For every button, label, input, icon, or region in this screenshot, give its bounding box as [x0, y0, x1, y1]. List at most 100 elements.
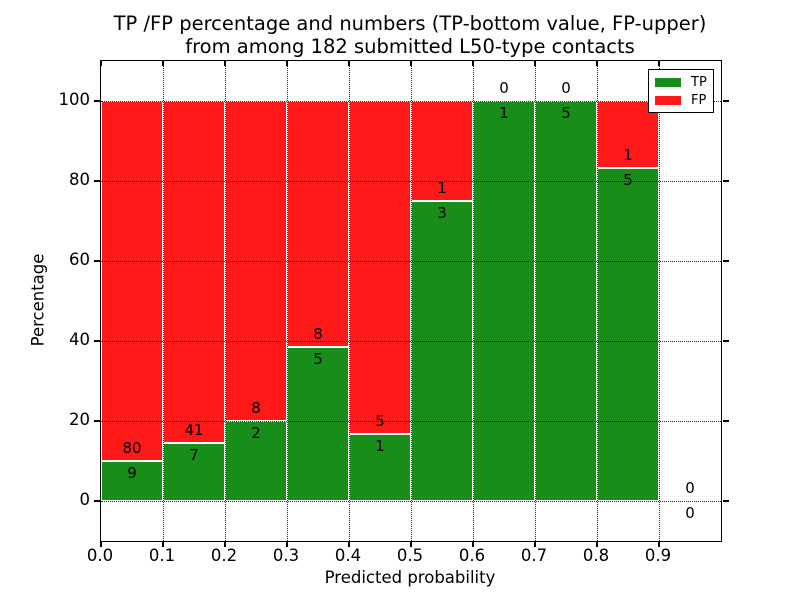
- x-gridline: [658, 61, 660, 541]
- y-tick-label: 100: [58, 90, 91, 109]
- bar-tp-count-label: 0: [685, 504, 695, 522]
- x-tick-bottom: [658, 541, 660, 547]
- x-tick-bottom: [100, 541, 102, 547]
- y-tick-right: [722, 100, 729, 102]
- y-tick-left: [93, 340, 100, 342]
- x-tick-bottom: [348, 541, 350, 547]
- x-tick-bottom: [534, 541, 536, 547]
- y-tick-left: [93, 420, 100, 422]
- x-gridline: [534, 61, 536, 541]
- x-gridline: [596, 61, 598, 541]
- legend: TP FP: [648, 69, 714, 113]
- bar-fp-segment: [411, 101, 473, 201]
- x-gridline: [410, 61, 412, 541]
- x-tick-top: [286, 61, 288, 66]
- x-gridline: [162, 61, 164, 541]
- bar-tp-segment: [473, 101, 535, 501]
- x-gridline: [472, 61, 474, 541]
- bar-tp-count-label: 5: [561, 104, 571, 122]
- x-tick-top: [596, 61, 598, 66]
- x-tick-label: 0.2: [210, 546, 238, 565]
- x-tick-label: 0.4: [334, 546, 362, 565]
- y-tick-left: [93, 500, 100, 502]
- x-axis-label: Predicted probability: [324, 568, 496, 587]
- bar-fp-segment: [163, 101, 225, 443]
- x-gridline: [348, 61, 350, 541]
- y-tick-label: 0: [79, 490, 91, 509]
- bar-fp-count-label: 8: [313, 325, 323, 344]
- x-tick-top: [472, 61, 474, 66]
- x-tick-top: [534, 61, 536, 66]
- bar-tp-segment: [287, 347, 349, 501]
- x-tick-label: 0.6: [458, 546, 486, 565]
- x-gridline: [224, 61, 226, 541]
- bar-tp-segment: [101, 460, 163, 501]
- bar-fp-count-label: 41: [184, 420, 204, 439]
- x-tick-label: 0.5: [396, 546, 424, 565]
- x-tick-top: [100, 61, 102, 66]
- x-tick-top: [410, 61, 412, 66]
- x-tick-top: [658, 61, 660, 66]
- bar-fp-count-label: 0: [685, 479, 695, 497]
- legend-label-tp: TP: [691, 75, 707, 90]
- y-tick-right: [722, 340, 729, 342]
- y-tick-left: [93, 180, 100, 182]
- bar-tp-segment: [411, 201, 473, 501]
- chart-title: TP /FP percentage and numbers (TP-bottom…: [20, 12, 800, 58]
- y-tick-right: [722, 500, 729, 502]
- bar-fp-segment: [287, 101, 349, 348]
- bar-tp-count-label: 7: [189, 445, 199, 464]
- x-tick-label: 0.0: [86, 546, 114, 565]
- bar-fp-segment: [349, 101, 411, 435]
- bar-fp-count-label: 80: [122, 438, 142, 457]
- bar-tp-segment: [349, 434, 411, 501]
- bar-tp-count-label: 3: [437, 204, 447, 222]
- x-tick-label: 0.1: [148, 546, 176, 565]
- x-tick-label: 0.9: [644, 546, 672, 565]
- y-tick-right: [722, 420, 729, 422]
- y-tick-right: [722, 260, 729, 262]
- y-tick-label: 80: [69, 170, 90, 189]
- x-tick-label: 0.3: [272, 546, 300, 565]
- bar-tp-count-label: 1: [499, 104, 509, 122]
- x-tick-bottom: [162, 541, 164, 547]
- x-tick-label: 0.7: [520, 546, 548, 565]
- y-tick-label: 40: [69, 330, 90, 349]
- bar-fp-segment: [101, 101, 163, 461]
- bar-fp-count-label: 0: [499, 79, 509, 97]
- bar-tp-count-label: 2: [251, 424, 261, 442]
- x-tick-bottom: [286, 541, 288, 547]
- bar-fp-count-label: 0: [561, 79, 571, 97]
- x-tick-label: 0.8: [582, 546, 610, 565]
- bar-tp-count-label: 1: [375, 437, 385, 456]
- y-tick-left: [93, 260, 100, 262]
- x-tick-bottom: [224, 541, 226, 547]
- y-tick-label: 60: [69, 250, 90, 269]
- bar-fp-count-label: 5: [375, 412, 385, 431]
- legend-label-fp: FP: [691, 93, 707, 108]
- bar-tp-count-label: 9: [127, 463, 137, 482]
- x-tick-bottom: [472, 541, 474, 547]
- legend-entry-fp: FP: [655, 93, 707, 108]
- x-tick-top: [224, 61, 226, 66]
- chart-title-line1: TP /FP percentage and numbers (TP-bottom…: [113, 12, 707, 35]
- x-tick-bottom: [410, 541, 412, 547]
- bar-tp-segment: [535, 101, 597, 501]
- bar-tp-count-label: 5: [313, 350, 323, 369]
- bar-fp-count-label: 8: [251, 399, 261, 417]
- y-tick-right: [722, 180, 729, 182]
- chart-title-line2: from among 182 submitted L50-type contac…: [185, 35, 635, 58]
- bar-tp-segment: [597, 167, 659, 501]
- bar-fp-count-label: 1: [623, 145, 633, 164]
- x-tick-bottom: [596, 541, 598, 547]
- bar-tp-segment: [163, 442, 225, 501]
- bar-fp-count-label: 1: [437, 179, 447, 197]
- x-gridline: [286, 61, 288, 541]
- y-tick-label: 20: [69, 410, 90, 429]
- y-tick-left: [93, 100, 100, 102]
- bar-tp-count-label: 5: [623, 170, 633, 189]
- plot-area: TP FP 80 9 41 7 8 2 8 5 5 1 1 3 0 1 0 5 1 5 0 0: [93, 60, 729, 547]
- fp-color-swatch: [655, 96, 681, 105]
- legend-entry-tp: TP: [655, 75, 707, 90]
